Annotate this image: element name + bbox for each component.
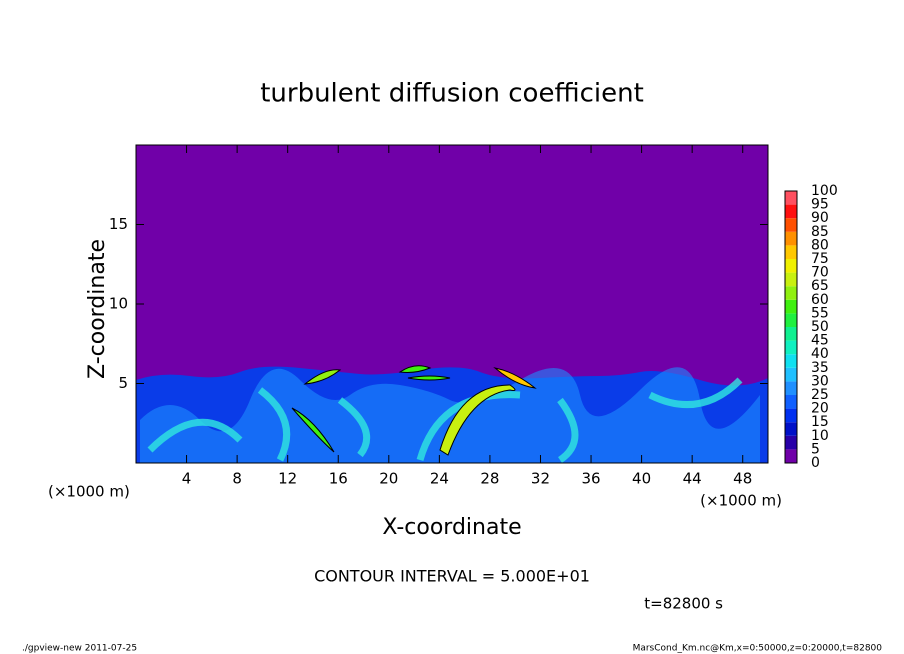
y-axis-label: Z-coordinate (85, 239, 110, 379)
x-tick-label: 40 (632, 470, 651, 488)
x-tick-label: 36 (581, 470, 600, 488)
colorbar-bin (785, 259, 797, 273)
colorbar-bin (785, 231, 797, 246)
y-tick-label: 15 (109, 215, 128, 233)
colorbar-bin (785, 435, 797, 450)
colorbar-bin (785, 367, 797, 382)
colorbar-bin (785, 191, 797, 205)
footer-right: MarsCond_Km.nc@Km,x=0:50000,z=0:20000,t=… (633, 644, 883, 654)
colorbar-label: 85 (811, 224, 829, 240)
colorbar-bin (785, 218, 797, 232)
colorbar-bin (785, 422, 797, 436)
colorbar-frame (784, 190, 798, 464)
colorbar-bin (785, 299, 797, 314)
colorbar-bin (785, 381, 797, 395)
x-tick-label: 28 (480, 470, 499, 488)
y-tick-label: 10 (109, 295, 128, 313)
colorbar-label: 95 (811, 197, 829, 213)
colorbar-label: 35 (811, 360, 829, 376)
colorbar-bin (785, 272, 797, 287)
colorbar-bin (785, 395, 797, 409)
colorbar-label: 25 (811, 387, 829, 403)
x-tick-label: 48 (733, 470, 752, 488)
colorbar-label: 45 (811, 333, 829, 349)
colorbar-bin (785, 313, 797, 327)
colorbar-label: 40 (811, 346, 829, 362)
colorbar-bin (785, 340, 797, 355)
field (136, 145, 768, 463)
field-streak (439, 384, 516, 456)
x-axis-label: X-coordinate (382, 515, 521, 540)
colorbar-bin (785, 449, 797, 463)
colorbar-label: 60 (811, 292, 829, 308)
field-streak (493, 367, 537, 389)
colorbar-bin (785, 245, 797, 259)
colorbar-label: 90 (811, 210, 829, 226)
x-unit: (×1000 m) (700, 492, 782, 510)
field-streak (398, 365, 451, 381)
colorbar-label: 20 (811, 401, 829, 417)
x-tick-label: 20 (379, 470, 398, 488)
x-tick-label: 32 (531, 470, 550, 488)
colorbar-bin (785, 327, 797, 341)
x-tick-label: 44 (683, 470, 702, 488)
colorbar-label: 75 (811, 251, 829, 267)
colorbar-bin (785, 204, 797, 219)
footer-left: ./gpview-new 2011-07-25 (22, 644, 137, 654)
colorbar-label: 50 (811, 319, 829, 335)
colorbar-label: 5 (811, 441, 820, 457)
colorbar-bin (785, 354, 797, 368)
contour-note: CONTOUR INTERVAL = 5.000E+01 (314, 567, 590, 586)
x-tick-label: 8 (232, 470, 242, 488)
colorbar-label: 55 (811, 305, 829, 321)
x-tick-label: 16 (329, 470, 348, 488)
colorbar-label: 15 (811, 414, 829, 430)
chart-title: turbulent diffusion coefficient (260, 79, 644, 109)
colorbar-label: 65 (811, 278, 829, 294)
colorbar-label: 0 (811, 455, 820, 471)
colorbar-label: 10 (811, 428, 829, 444)
colorbar-bin (785, 408, 797, 423)
time-label: t=82800 s (644, 595, 723, 613)
x-tick-label: 4 (182, 470, 192, 488)
colorbar-label: 30 (811, 373, 829, 389)
colorbar-label: 100 (811, 183, 838, 199)
y-unit: (×1000 m) (48, 483, 130, 501)
y-tick-label: 5 (118, 374, 128, 392)
colorbar-label: 70 (811, 265, 829, 281)
x-tick-label: 12 (278, 470, 297, 488)
field-streak (303, 369, 342, 385)
colorbar-label: 80 (811, 237, 829, 253)
field-swirl (147, 377, 743, 463)
colorbar-bin (785, 286, 797, 300)
x-tick-label: 24 (430, 470, 449, 488)
field-streak (291, 407, 335, 453)
